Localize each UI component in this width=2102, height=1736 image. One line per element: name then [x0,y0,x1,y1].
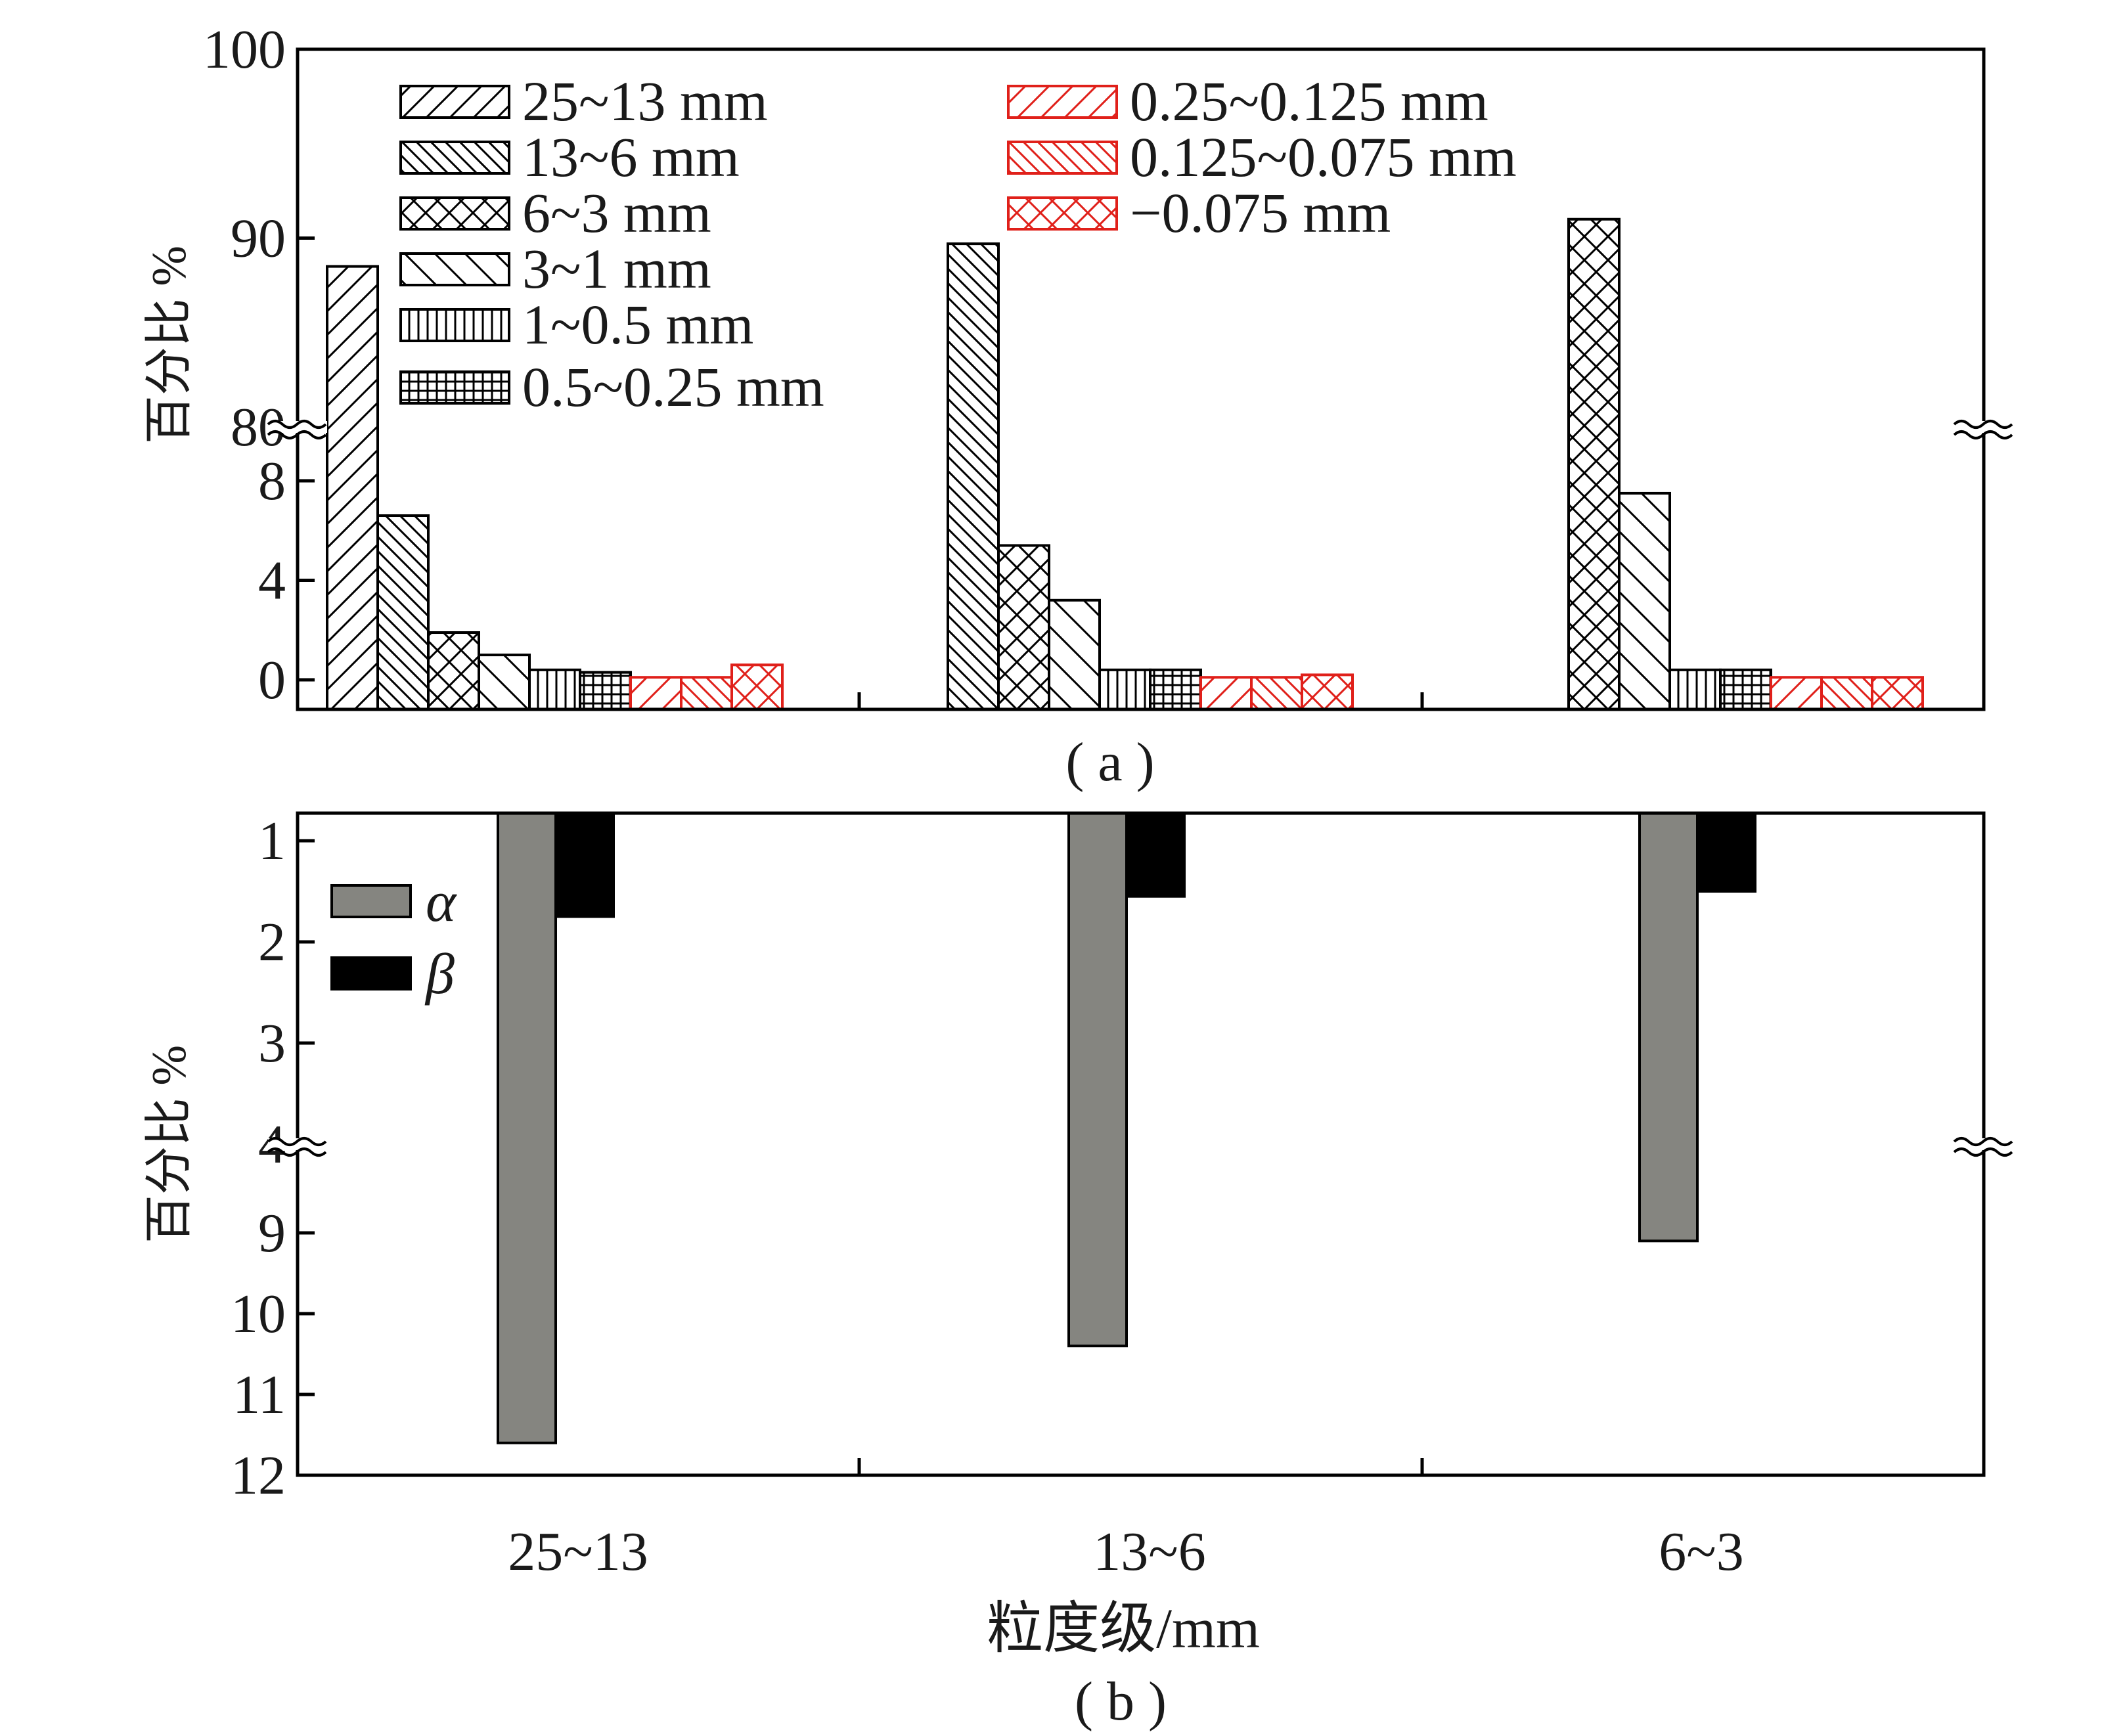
b-xtick-label-6-3: 6~3 [1659,1521,1743,1582]
b-ytick-label-3: 3 [258,1013,286,1074]
bar-a-6-3-s6 [1770,676,1823,711]
a-legend-swatch-4 [399,308,510,342]
b-xtick-label-13-6: 13~6 [1093,1521,1205,1582]
bar-a-25-13-s8 [730,663,784,711]
a-break-squiggle-0-0 [267,420,327,429]
a-legend-label-8: −0.075 mm [1130,181,1391,244]
panel-a-bars [326,217,1924,711]
b-ytick-label-11: 11 [233,1364,286,1425]
bar-b-6-3-α [1638,812,1699,1243]
bar-a-25-13-s5 [579,671,632,711]
a-ytick-label-8: 8 [258,451,286,512]
bar-a-13-6-s6 [1199,676,1253,711]
a-legend-swatch-0 [399,85,510,119]
bar-a-13-6-s3 [1048,598,1101,711]
b-break-squiggle-1-0 [1953,1137,2013,1146]
a-break-squiggle-1-1 [1953,430,2013,439]
bar-a-6-3-s7 [1820,676,1873,711]
b-ytick-label-1: 1 [258,811,286,872]
bar-a-25-13-s6 [629,676,682,711]
b-legend-swatch-β [330,956,412,990]
panel-a-ylabel: 百分比 % [143,246,196,444]
b-ytick-label-9: 9 [258,1203,286,1264]
a-legend-swatch-5 [399,370,510,405]
bar-a-25-13-s1 [376,514,430,711]
a-legend-label-3: 3~1 mm [522,237,711,300]
bar-a-25-13-s3 [478,654,531,711]
bar-a-13-6-s8 [1301,673,1354,711]
bar-a-13-6-s2 [997,544,1050,711]
a-legend-swatch-6 [1007,85,1118,119]
b-xtick-label-25-13: 25~13 [508,1521,648,1582]
bar-b-6-3-β [1696,812,1756,893]
a-legend-swatch-3 [399,252,510,286]
panel-b-label: ( b ) [1075,1671,1167,1732]
panel-b-axis-breaks [267,1137,2013,1157]
a-legend-swatch-1 [399,141,510,175]
a-legend-label-7: 0.125~0.075 mm [1130,125,1517,189]
panel-b-legend: αβ [330,870,457,1006]
a-legend-swatch-8 [1007,196,1118,231]
a-ytick-label-100: 100 [203,19,286,80]
a-legend-label-5: 0.5~0.25 mm [522,355,824,418]
b-legend-label-α: α [426,870,457,934]
bar-a-6-3-s4 [1668,668,1722,711]
a-legend-label-2: 6~3 mm [522,181,711,244]
bar-a-25-13-s0 [326,265,379,711]
panel-b-bars [497,812,1756,1444]
b-ytick-label-10: 10 [231,1283,286,1345]
bar-a-6-3-s2 [1567,217,1621,711]
a-break-squiggle-0-1 [267,430,327,439]
bar-a-13-6-s7 [1250,676,1303,711]
bar-a-6-3-s3 [1618,491,1671,711]
panel-b-ylabel: 百分比 % [143,1045,196,1243]
bar-a-25-13-s7 [680,676,733,711]
bar-a-25-13-s4 [528,668,581,711]
panel-a-axis-breaks [267,420,2013,439]
bar-a-13-6-s4 [1098,668,1152,711]
a-legend-swatch-7 [1007,141,1118,175]
a-legend-label-0: 25~13 mm [522,70,768,133]
bar-a-13-6-s5 [1149,668,1202,711]
a-ytick-label-4: 4 [258,550,286,612]
panel-a-label: ( a ) [1065,732,1154,793]
panel-b-x-tick-labels: 25~13 13~6 6~3 [508,1521,1743,1582]
bar-a-25-13-s2 [427,631,480,711]
b-break-squiggle-0-0 [267,1137,327,1146]
a-break-squiggle-1-0 [1953,420,2013,429]
a-legend-label-6: 0.25~0.125 mm [1130,70,1488,133]
b-legend-swatch-α [330,884,412,918]
panel-b-xlabel: 粒度级/mm [987,1597,1260,1660]
bar-b-13-6-β [1125,812,1186,898]
a-ytick-label-90: 90 [231,208,286,269]
bar-a-13-6-s1 [947,242,1000,711]
bar-b-25-13-β [554,812,615,918]
panel-a-frame [296,47,1986,711]
bar-b-13-6-α [1067,812,1128,1348]
b-legend-label-β: β [424,943,455,1006]
a-legend-label-4: 1~0.5 mm [522,293,753,356]
a-ytick-label-0: 0 [258,650,286,711]
b-break-squiggle-0-1 [267,1147,327,1157]
bar-a-6-3-s5 [1719,668,1772,711]
b-ytick-label-2: 2 [258,912,286,973]
a-legend-label-1: 13~6 mm [522,125,740,189]
b-ytick-label-12: 12 [231,1445,286,1506]
bar-b-25-13-α [497,812,557,1444]
bar-a-6-3-s8 [1871,676,1924,711]
a-legend-swatch-2 [399,196,510,231]
b-break-squiggle-1-1 [1953,1147,2013,1157]
